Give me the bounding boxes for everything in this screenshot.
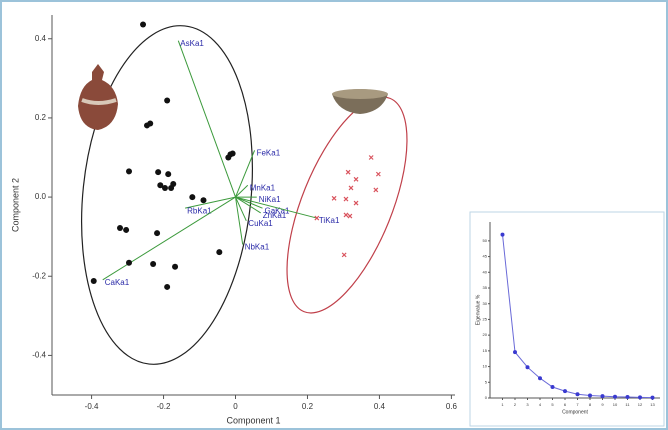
point: [164, 284, 170, 290]
point: [117, 225, 123, 231]
scree-point: [626, 395, 630, 399]
loading-label: FeKa1: [257, 148, 281, 157]
loading-label: NbKa1: [245, 243, 270, 252]
point: [147, 120, 153, 126]
y-tick-label: -0.2: [32, 271, 46, 280]
y-tick-label: 45: [483, 254, 488, 259]
point: [189, 194, 195, 200]
y-tick-label: 40: [483, 269, 488, 274]
loading-label: MnKa1: [250, 183, 276, 192]
y-tick-label: 0.4: [35, 34, 47, 43]
x-axis-label: Component 1: [226, 415, 280, 425]
scree-point: [526, 365, 530, 369]
scree-point: [613, 395, 617, 399]
loading-label: CuKa1: [248, 219, 273, 228]
x-axis-label: Component: [562, 409, 588, 415]
point: [200, 197, 206, 203]
loading-label: AsKa1: [180, 39, 204, 48]
y-tick-label: 0.0: [35, 192, 47, 201]
scree-point: [601, 394, 605, 398]
y-tick-label: 20: [483, 332, 488, 337]
loading-label: NiKa1: [259, 195, 281, 204]
x-tick-label: 12: [638, 402, 643, 407]
point: [162, 185, 168, 191]
y-tick-label: 30: [483, 301, 488, 306]
point: [123, 227, 129, 233]
y-tick-label: 15: [483, 348, 488, 353]
loading-label: TiKa1: [319, 216, 340, 225]
scree-point: [513, 350, 517, 354]
scree-point: [501, 233, 505, 237]
point: [126, 260, 132, 266]
point: [172, 264, 178, 270]
x-tick-label: 10: [613, 402, 618, 407]
scree-point: [551, 385, 555, 389]
scree-point: [538, 376, 542, 380]
point: [91, 278, 97, 284]
inset-frame: [470, 212, 664, 426]
point: [155, 169, 161, 175]
point: [164, 98, 170, 104]
point: [140, 22, 146, 28]
scree-point: [588, 393, 592, 397]
x-tick-label: 0.2: [302, 402, 314, 411]
scree-point: [638, 395, 642, 399]
y-tick-label: 50: [483, 238, 488, 243]
y-axis-label: Component 2: [10, 178, 20, 232]
y-tick-label: -0.4: [32, 351, 46, 360]
y-tick-label: 0.2: [35, 113, 47, 122]
x-tick-label: -0.4: [85, 402, 99, 411]
y-tick-label: 25: [483, 316, 488, 321]
point: [154, 230, 160, 236]
x-tick-label: 0.6: [446, 402, 458, 411]
point: [126, 168, 132, 174]
scree-point: [651, 396, 655, 400]
loading-label: CaKa1: [105, 278, 130, 287]
y-tick-label: 35: [483, 285, 488, 290]
point: [170, 181, 176, 187]
point: [150, 261, 156, 267]
x-tick-label: 0.4: [374, 402, 386, 411]
x-tick-label: 13: [650, 402, 655, 407]
point: [165, 171, 171, 177]
scree-point: [563, 389, 567, 393]
point: [216, 249, 222, 255]
y-axis-label: Eigenvalue %: [475, 294, 481, 325]
chart: -0.4 -0.2 0 0.2 0.4 0.6 0.4 0.2 0.0 -0.2 -0.4 Compo…: [0, 0, 668, 430]
x-tick-label: -0.2: [157, 402, 171, 411]
y-tick-label: 10: [483, 364, 488, 369]
x-tick-label: 0: [233, 402, 238, 411]
scree-point: [576, 392, 580, 396]
point: [230, 151, 236, 157]
